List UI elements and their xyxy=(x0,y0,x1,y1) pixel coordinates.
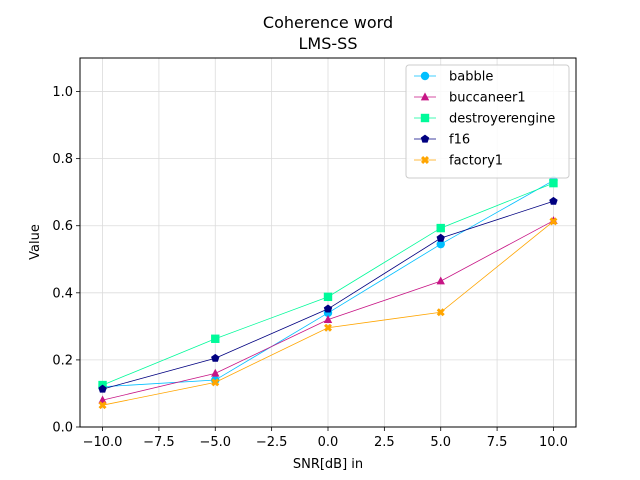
y-axis-label: Value xyxy=(28,224,43,260)
data-point-destroyerengine xyxy=(211,334,220,343)
data-point-factory1 xyxy=(98,401,107,410)
data-point-f16 xyxy=(323,304,333,313)
data-point-buccaneer1 xyxy=(211,368,220,377)
x-tick-label: 0.0 xyxy=(318,435,339,450)
legend-marker xyxy=(420,113,430,123)
data-point-factory1 xyxy=(211,378,220,387)
x-tick-label: −10.0 xyxy=(83,435,123,450)
legend-label: destroyerengine xyxy=(449,112,555,127)
x-tick-label: −7.5 xyxy=(143,435,175,450)
legend-label: babble xyxy=(449,70,493,85)
data-point-factory1 xyxy=(549,217,558,226)
y-tick-label: 0.6 xyxy=(52,219,73,234)
series-layer xyxy=(98,176,558,410)
legend-box xyxy=(405,64,570,179)
series-f16 xyxy=(98,196,558,393)
legend-label: buccaneer1 xyxy=(449,91,526,106)
x-tick-label: 5.0 xyxy=(430,435,451,450)
legend-entry-buccaneer1: buccaneer1 xyxy=(414,91,526,106)
legend-label: f16 xyxy=(449,133,470,148)
y-tick-label: 0.4 xyxy=(52,286,73,301)
legend-entry-f16: f16 xyxy=(414,133,470,148)
legend-marker xyxy=(420,71,430,81)
axis-ticks: −10.0 −7.5 −5.0 −2.5 0.0 2.5 5.0 7.5 10.0 0.0 0.2 0… xyxy=(52,85,568,450)
data-point-buccaneer1 xyxy=(323,315,333,324)
legend-label: factory1 xyxy=(449,154,503,169)
y-tick-label: 0.8 xyxy=(52,152,73,167)
legend-marker xyxy=(421,156,429,164)
data-point-factory1 xyxy=(324,323,332,332)
x-tick-label: 7.5 xyxy=(487,435,508,450)
x-tick-label: 10.0 xyxy=(539,435,568,450)
legend-entry-destroyerengine: destroyerengine xyxy=(414,112,555,127)
data-point-destroyerengine xyxy=(436,223,445,233)
data-point-f16 xyxy=(549,196,558,205)
data-point-babble xyxy=(436,239,445,249)
data-point-buccaneer1 xyxy=(436,276,445,285)
data-point-factory1 xyxy=(436,308,445,317)
x-tick-label: 2.5 xyxy=(374,435,395,450)
legend-marker xyxy=(420,92,430,101)
data-point-f16 xyxy=(211,353,220,362)
legend-entry-babble: babble xyxy=(414,70,493,85)
y-tick-label: 0.0 xyxy=(52,421,73,436)
data-point-f16 xyxy=(98,384,107,393)
x-axis-label: SNR[dB] in xyxy=(293,457,363,472)
series-factory1 xyxy=(98,217,558,410)
legend: babble buccaneer1 destroyerengine f16 factor… xyxy=(405,64,570,179)
y-tick-label: 1.0 xyxy=(52,85,73,100)
chart-subtitle: LMS-SS xyxy=(299,34,358,53)
x-tick-label: −2.5 xyxy=(256,435,288,450)
y-tick-label: 0.2 xyxy=(52,353,73,368)
legend-entry-factory1: factory1 xyxy=(414,154,503,169)
x-tick-label: −5.0 xyxy=(199,435,231,450)
data-point-destroyerengine xyxy=(323,292,333,302)
data-point-f16 xyxy=(436,233,445,242)
data-point-destroyerengine xyxy=(549,178,558,188)
chart-title: Coherence word xyxy=(263,13,393,32)
legend-marker xyxy=(420,134,430,143)
